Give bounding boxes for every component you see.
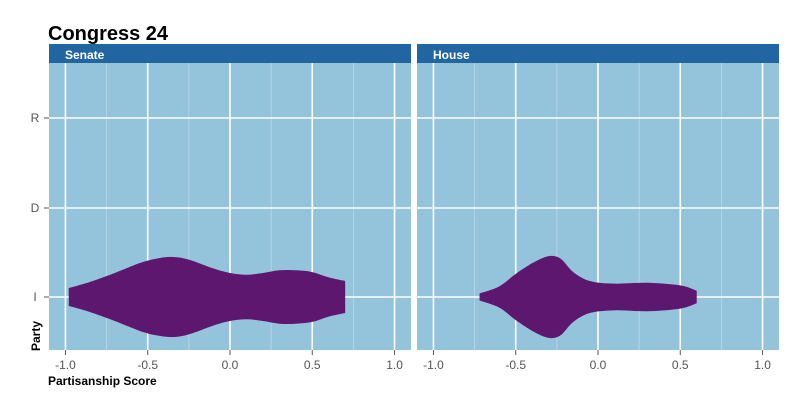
y-tick-label: D (31, 201, 40, 215)
y-tick-label: I (33, 290, 36, 304)
violin-house-I (479, 255, 697, 339)
x-tick-label: -1.0 (55, 358, 76, 372)
strip-label: House (433, 48, 470, 62)
y-axis-title: Party (29, 321, 43, 351)
chart-title: Congress 24 (48, 23, 169, 45)
x-tick-label: 1.0 (754, 358, 771, 372)
panels: Senate -1.0 -0.5 0.0 0.5 1.0 House -1.0 -0.5 0.0 0… (49, 44, 779, 372)
x-axis-title: Partisanship Score (48, 374, 157, 388)
strip-label: Senate (65, 48, 105, 62)
violin-senate-I (68, 256, 346, 338)
x-tick-label: 0.0 (590, 358, 607, 372)
x-tick-label: -1.0 (423, 358, 444, 372)
y-tick-label: R (31, 111, 40, 125)
strip-header (49, 44, 411, 63)
x-tick-label: 1.0 (386, 358, 403, 372)
x-tick-label: -0.5 (137, 358, 158, 372)
x-tick-label: 0.5 (672, 358, 689, 372)
panel-house: House -1.0 -0.5 0.0 0.5 1.0 (417, 44, 779, 372)
x-tick-label: 0.5 (304, 358, 321, 372)
strip-header (417, 44, 779, 63)
x-tick-label: -0.5 (505, 358, 526, 372)
x-tick-label: 0.0 (222, 358, 239, 372)
panel-senate: Senate -1.0 -0.5 0.0 0.5 1.0 (49, 44, 411, 372)
y-axis: I D R (31, 111, 49, 304)
